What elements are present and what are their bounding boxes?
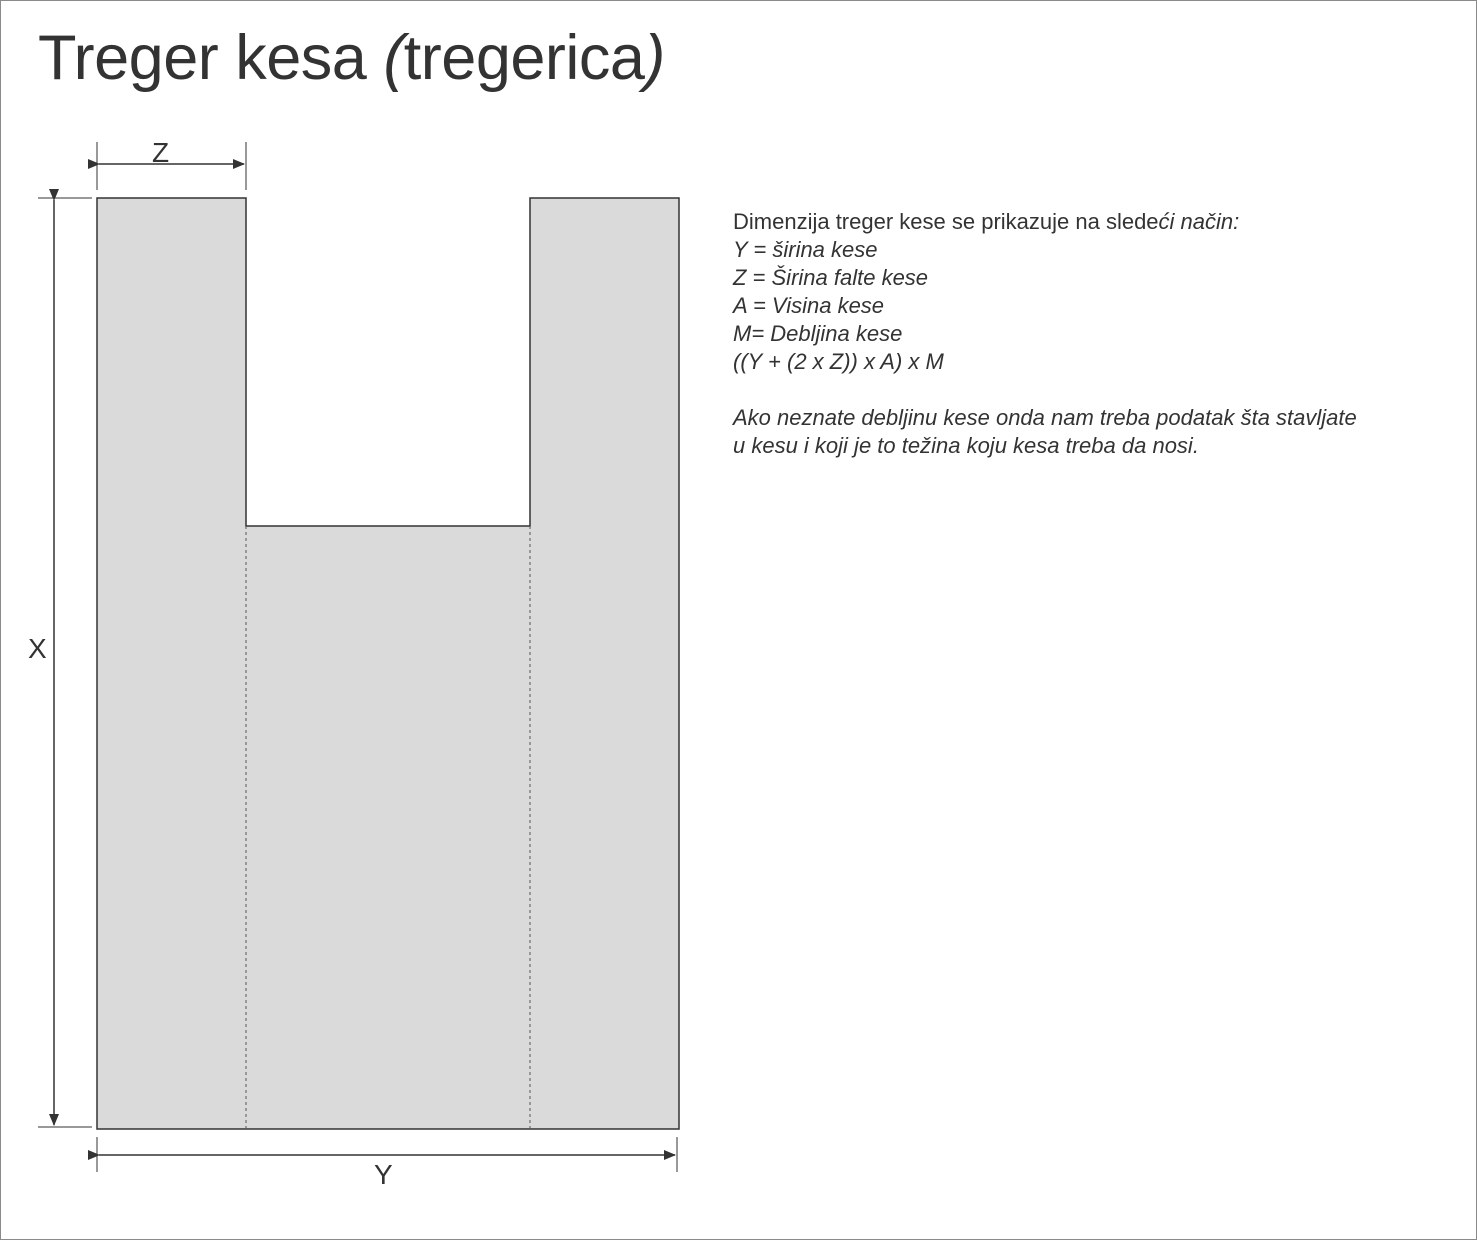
title-middle: tregerica (403, 23, 645, 93)
z-dimension (88, 142, 247, 190)
note-line-2: u kesu i koji je to težina koju kesa tre… (733, 433, 1199, 458)
bag-outline (96, 197, 680, 1130)
intro-italic: ći način: (1158, 209, 1240, 234)
title-paren-close: ) (644, 23, 665, 93)
title-paren-open: ( (383, 23, 404, 93)
definition-y: Y = širina kese (733, 237, 878, 262)
title-normal: Treger kesa (38, 23, 384, 93)
definition-z: Z = Širina falte kese (733, 265, 929, 290)
definition-m: M= Debljina kese (733, 321, 903, 346)
dimension-description: Dimenzija treger kese se prikazuje na sl… (733, 208, 1357, 460)
note-line-1: Ako neznate debljinu kese onda nam treba… (733, 405, 1357, 430)
intro-normal: Dimenzija treger kese se prikazuje na sl… (733, 209, 1159, 234)
formula: ((Y + (2 x Z)) x A) x M (733, 349, 944, 374)
x-label: X (28, 633, 47, 664)
page-title: Treger kesa (tregerica) (38, 22, 665, 94)
y-label: Y (374, 1159, 393, 1190)
y-dimension (88, 1137, 678, 1172)
definition-a: A = Visina kese (733, 293, 885, 318)
x-dimension (38, 189, 92, 1128)
description-intro: Dimenzija treger kese se prikazuje na sl… (733, 208, 1357, 236)
z-label: Z (152, 137, 169, 168)
